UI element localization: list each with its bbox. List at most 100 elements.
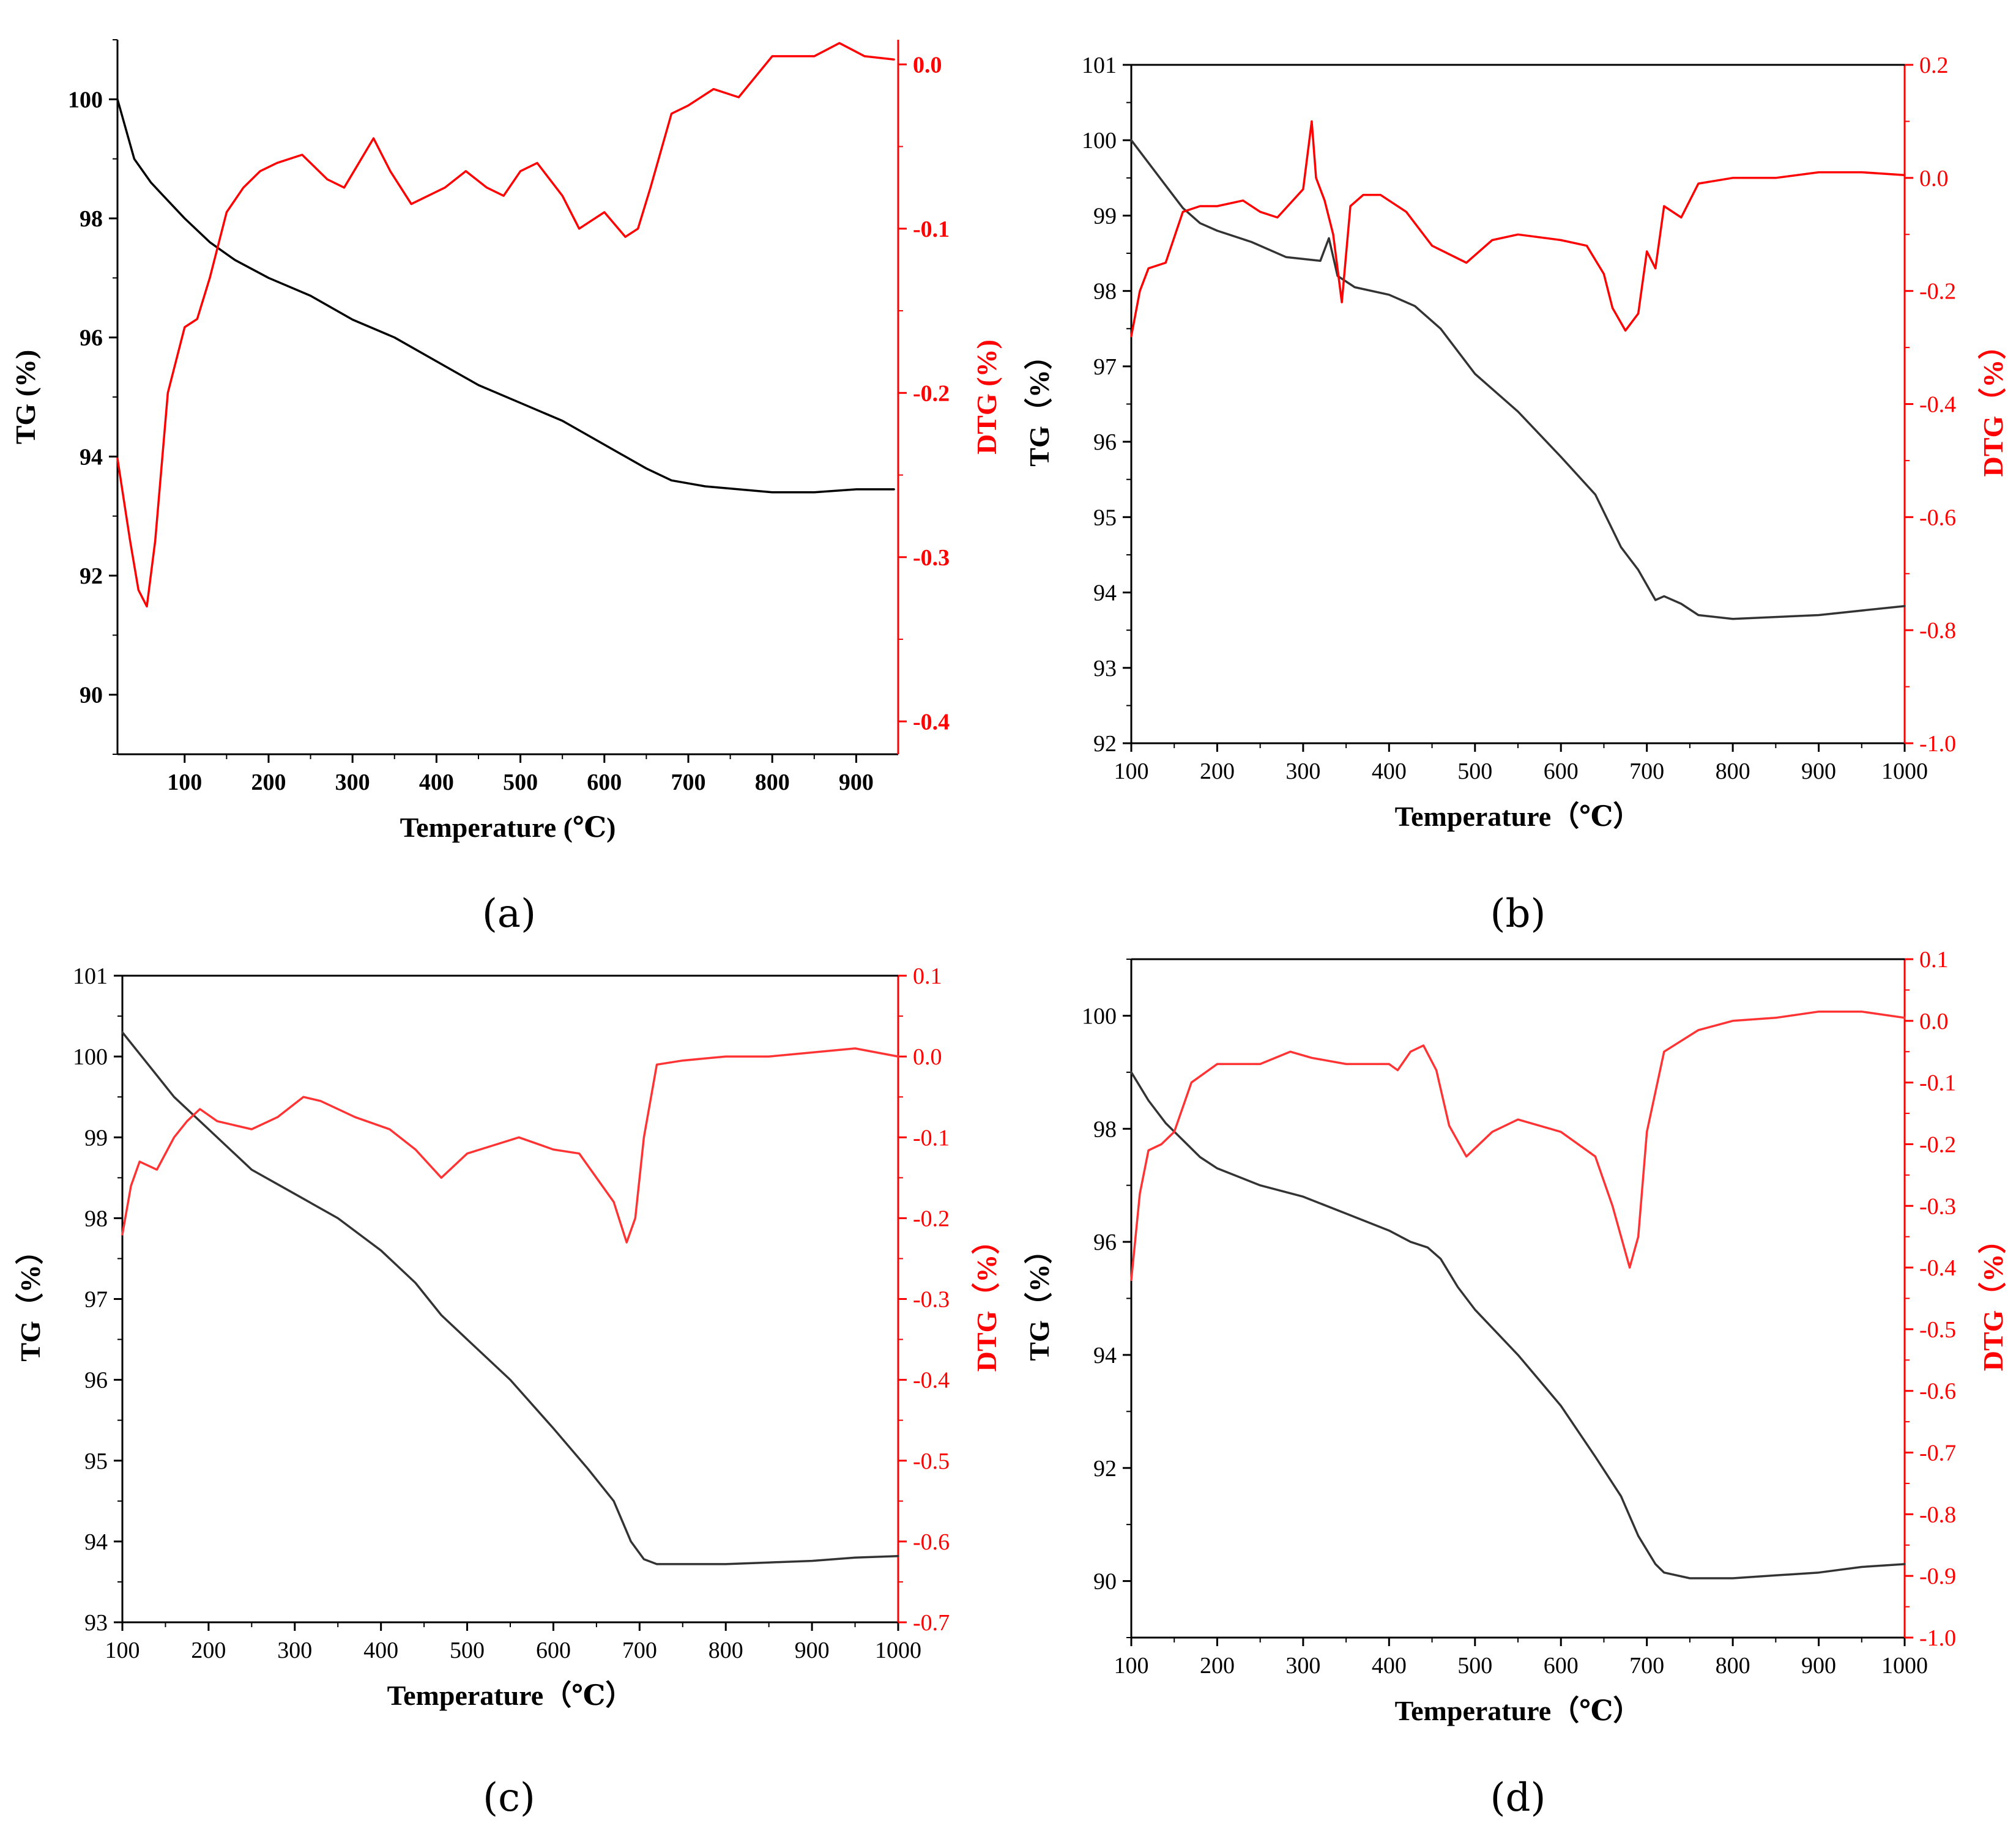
tg-curve (116, 98, 895, 494)
x-tick-label: 600 (1544, 759, 1579, 784)
right-y-tick-label: -0.4 (913, 709, 950, 735)
x-tick-label: 200 (1200, 1653, 1235, 1679)
left-y-tick-label: 100 (1082, 1003, 1117, 1029)
x-tick-label: 400 (363, 1638, 398, 1663)
left-y-tick-label: 90 (80, 683, 103, 708)
right-y-tick-label: -0.1 (913, 1125, 950, 1151)
left-y-tick-label: 97 (1093, 354, 1117, 380)
right-y-tick-label: -0.5 (1919, 1317, 1956, 1343)
x-tick-label: 300 (335, 770, 370, 795)
left-y-axis-title: TG (%) (10, 350, 41, 445)
right-y-tick-label: -0.2 (1919, 279, 1956, 305)
right-y-tick-label: -0.7 (1919, 1441, 1956, 1466)
x-tick-label: 100 (1114, 1653, 1149, 1679)
left-y-axis-title: TG（%） (1024, 341, 1055, 466)
right-y-tick-label: -0.4 (1919, 1255, 1956, 1281)
right-y-tick-label: -0.3 (1919, 1193, 1956, 1219)
x-tick-label: 600 (587, 770, 622, 795)
right-y-tick-label: -0.3 (913, 545, 950, 571)
x-tick-label: 400 (1372, 759, 1407, 784)
x-tick-label: 300 (1285, 1653, 1320, 1679)
left-y-tick-label: 95 (84, 1449, 108, 1474)
x-tick-label: 900 (1801, 759, 1836, 784)
left-y-axis-title: TG（%） (1024, 1236, 1055, 1360)
left-y-tick-label: 93 (1093, 656, 1117, 681)
right-y-tick-label: -0.4 (1919, 392, 1956, 418)
right-y-axis-title: DTG (%) (971, 340, 1002, 455)
right-y-tick-label: -0.2 (913, 380, 950, 406)
left-y-tick-label: 101 (1082, 53, 1117, 78)
x-tick-label: 900 (839, 770, 874, 795)
dtg-curve (1130, 1010, 1906, 1282)
x-tick-label: 400 (419, 770, 454, 795)
x-tick-label: 200 (1200, 759, 1235, 784)
x-tick-label: 600 (1544, 1653, 1579, 1679)
x-tick-label: 900 (1801, 1653, 1836, 1679)
dtg-curve (121, 1047, 899, 1244)
x-tick-label: 800 (1716, 1653, 1750, 1679)
right-y-tick-label: 0.0 (913, 1044, 942, 1070)
right-y-tick-label: -0.2 (913, 1206, 950, 1231)
x-tick-label: 100 (167, 770, 202, 795)
left-y-tick-label: 98 (1093, 1116, 1117, 1142)
left-y-tick-label: 99 (84, 1125, 108, 1151)
left-y-tick-label: 98 (1093, 279, 1117, 305)
right-y-axis-title: DTG（%） (1977, 1226, 2009, 1371)
x-tick-label: 300 (277, 1638, 312, 1663)
panel-label: (a) (482, 891, 536, 937)
right-y-tick-label: 0.0 (913, 52, 942, 78)
x-tick-label: 400 (1372, 1653, 1407, 1679)
right-y-tick-label: -1.0 (1919, 1625, 1956, 1651)
x-axis-title: Temperature (℃) (400, 812, 616, 843)
x-tick-label: 200 (251, 770, 286, 795)
left-y-tick-label: 101 (73, 963, 108, 989)
x-tick-label: 800 (755, 770, 790, 795)
right-y-tick-label: -0.8 (1919, 618, 1956, 644)
x-axis-title: Temperature（℃） (387, 1680, 634, 1711)
x-tick-label: 800 (1716, 759, 1750, 784)
x-tick-label: 100 (1114, 759, 1149, 784)
left-y-tick-label: 95 (1093, 505, 1117, 530)
right-y-tick-label: -0.7 (913, 1610, 950, 1636)
right-y-tick-label: -0.3 (913, 1287, 950, 1313)
left-y-tick-label: 94 (84, 1529, 108, 1555)
right-y-tick-label: -0.2 (1919, 1132, 1956, 1157)
right-y-tick-label: 0.0 (1919, 1009, 1949, 1034)
left-y-tick-label: 98 (80, 206, 103, 232)
right-y-tick-label: -0.6 (913, 1529, 950, 1555)
x-tick-label: 600 (536, 1638, 571, 1663)
left-y-tick-label: 90 (1093, 1569, 1117, 1595)
left-y-tick-label: 92 (80, 563, 103, 589)
left-y-tick-label: 92 (1093, 1456, 1117, 1482)
panel-a: 100 200 300 400 500 600 700 800 900 90 92 94 96 98 100… (10, 39, 1002, 937)
panel-c: 100 200 300 400 500 600 700 800 900 1000 93 94 95 96 9… (15, 963, 1002, 1820)
tg-curve (121, 1031, 899, 1565)
left-y-tick-label: 94 (80, 444, 103, 470)
right-y-tick-label: -0.6 (1919, 505, 1956, 530)
right-y-tick-label: -0.8 (1919, 1502, 1956, 1527)
dtg-curve (116, 42, 895, 608)
left-y-tick-label: 97 (84, 1287, 108, 1313)
dtg-curve (1130, 120, 1906, 338)
x-tick-label: 500 (1457, 759, 1492, 784)
x-tick-label: 1000 (1881, 1653, 1928, 1679)
right-y-tick-label: -0.4 (913, 1368, 950, 1394)
x-tick-label: 500 (503, 770, 538, 795)
right-y-tick-label: -0.6 (1919, 1379, 1956, 1405)
x-tick-label: 1000 (875, 1638, 921, 1663)
left-y-tick-label: 100 (1082, 128, 1117, 154)
right-y-axis-title: DTG（%） (971, 1227, 1002, 1372)
x-tick-label: 800 (709, 1638, 743, 1663)
left-y-tick-label: 92 (1093, 731, 1117, 757)
x-tick-label: 700 (671, 770, 705, 795)
left-y-tick-label: 96 (1093, 1230, 1117, 1255)
panel-b: 100 200 300 400 500 600 700 800 900 1000 92 93 94 95 9… (1024, 53, 2009, 937)
panel-label: (c) (483, 1775, 535, 1820)
x-tick-label: 900 (795, 1638, 830, 1663)
x-tick-label: 500 (450, 1638, 485, 1663)
x-tick-label: 700 (1629, 759, 1664, 784)
right-y-axis-title: DTG（%） (1977, 332, 2009, 477)
right-y-tick-label: -0.1 (1919, 1071, 1956, 1096)
right-y-tick-label: 0.0 (1919, 166, 1949, 191)
